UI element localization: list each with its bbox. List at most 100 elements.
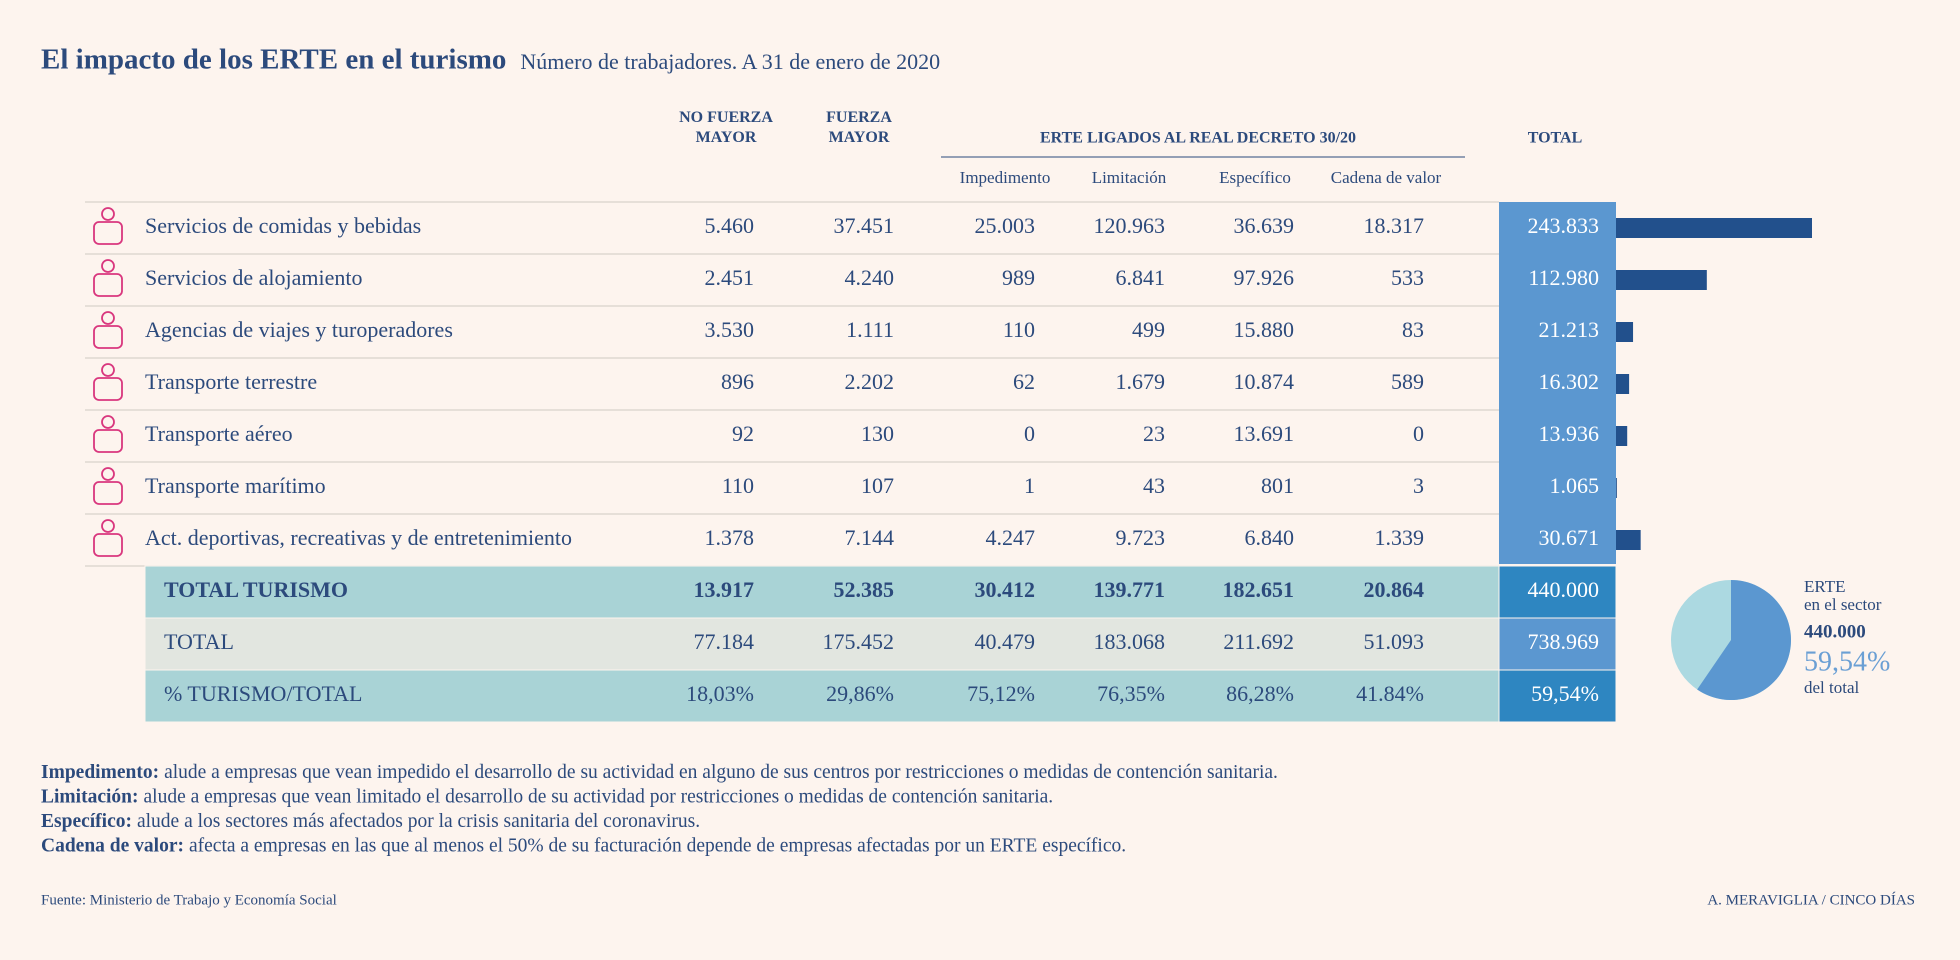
summary-cell: 13.917 [694,577,755,602]
note-term: Impedimento: [41,762,159,783]
cell: 120.963 [1094,213,1166,238]
summary-cell: 183.068 [1094,629,1166,654]
total-cell: 16.302 [1539,369,1600,394]
subcolumn-header: Limitación [1092,168,1167,187]
note: Impedimento: alude a empresas que vean im… [41,762,1278,783]
summary-cell: 40.479 [975,629,1036,654]
cell: 107 [861,473,894,498]
summary-cell: 77.184 [694,629,755,654]
icon-part [101,207,115,221]
summary-cell: 29,86% [826,681,894,706]
cell: 62 [1013,369,1035,394]
icon-part [101,363,115,377]
summary-cell: 52.385 [834,577,895,602]
note: Limitación: alude a empresas que vean lim… [41,787,1053,808]
total-cell: 21.213 [1539,317,1600,342]
cell: 499 [1132,317,1165,342]
row-label: Act. deportivas, recreativas y de entret… [145,525,572,550]
cell: 83 [1402,317,1424,342]
column-header: NO FUERZA MAYOR [679,109,773,146]
pie-note: del total [1804,678,1860,697]
summary-band [144,669,1500,723]
cell: 37.451 [834,213,895,238]
summary-label: TOTAL TURISMO [164,577,348,602]
cell: 533 [1391,265,1424,290]
note-text: alude a empresas que vean impedido el de… [164,762,1278,783]
pie-label: ERTE [1804,577,1845,596]
cell: 18.317 [1364,213,1425,238]
summary-band [144,617,1500,671]
cell: 589 [1391,369,1424,394]
total-column [1499,202,1616,564]
icon-part [101,415,115,429]
note: Cadena de valor: afecta a empresas en las… [41,836,1126,857]
total-cell: 243.833 [1528,213,1600,238]
pie-percent: 59,54% [1804,646,1890,677]
subcolumn-header: Cadena de valor [1331,168,1442,187]
pie-amount: 440.000 [1804,621,1866,642]
cell: 1 [1024,473,1035,498]
summary-total: 59,54% [1531,681,1599,706]
row-label: Transporte terrestre [145,369,317,394]
summary-cell: 18,03% [686,681,754,706]
summary-cell: 76,35% [1097,681,1165,706]
note-text: afecta a empresas en las que al menos el… [189,836,1126,857]
summary-label: % TURISMO/TOTAL [164,681,362,706]
summary-total-band [1498,669,1617,723]
title: El impacto de los ERTE en el turismo [41,44,506,76]
icon-part [101,259,115,273]
summary-cell: 20.864 [1364,577,1425,602]
icon-part [93,533,123,557]
row-icon [93,519,123,557]
source: Fuente: Ministerio de Trabajo y Economía… [41,892,337,908]
cell: 23 [1143,421,1165,446]
icon-part [93,429,123,453]
row-label: Servicios de comidas y bebidas [145,213,421,238]
credit: A. MERAVIGLIA / CINCO DÍAS [1707,891,1915,908]
note-term: Cadena de valor: [41,836,184,857]
cell: 0 [1024,421,1035,446]
row-icon [93,363,123,401]
cell: 989 [1002,265,1035,290]
bar [1616,270,1707,290]
summary-band [144,565,1500,619]
row-icon [93,467,123,505]
cell: 92 [732,421,754,446]
total-cell: 1.065 [1550,473,1600,498]
subtitle: Número de trabajadores. A 31 de enero de… [520,49,940,74]
cell: 4.247 [986,525,1036,550]
bar [1616,478,1617,498]
cell: 3.530 [705,317,755,342]
cell: 36.639 [1234,213,1295,238]
cell: 6.841 [1116,265,1166,290]
icon-part [101,519,115,533]
cell: 15.880 [1234,317,1295,342]
row-label: Agencias de viajes y turoperadores [145,317,453,342]
icon-part [93,481,123,505]
bar [1616,218,1812,238]
cell: 130 [861,421,894,446]
note-term: Específico: [41,811,132,832]
cell: 1.339 [1375,525,1425,550]
cell: 7.144 [845,525,895,550]
summary-cell: 175.452 [823,629,895,654]
cell: 43 [1143,473,1165,498]
cell: 2.202 [845,369,895,394]
summary-cell: 211.692 [1223,629,1294,654]
cell: 110 [722,473,754,498]
summary-total: 440.000 [1528,577,1600,602]
row-label: Servicios de alojamiento [145,265,363,290]
icon-part [93,325,123,349]
pie-label: en el sector [1804,595,1882,614]
row-icon [93,259,123,297]
summary-total-band [1498,617,1617,671]
row-icon [93,311,123,349]
note-term: Limitación: [41,787,139,808]
cell: 25.003 [975,213,1036,238]
cell: 801 [1261,473,1294,498]
row-label: Transporte marítimo [145,473,326,498]
note-text: alude a los sectores más afectados por l… [137,811,700,832]
icon-part [101,311,115,325]
